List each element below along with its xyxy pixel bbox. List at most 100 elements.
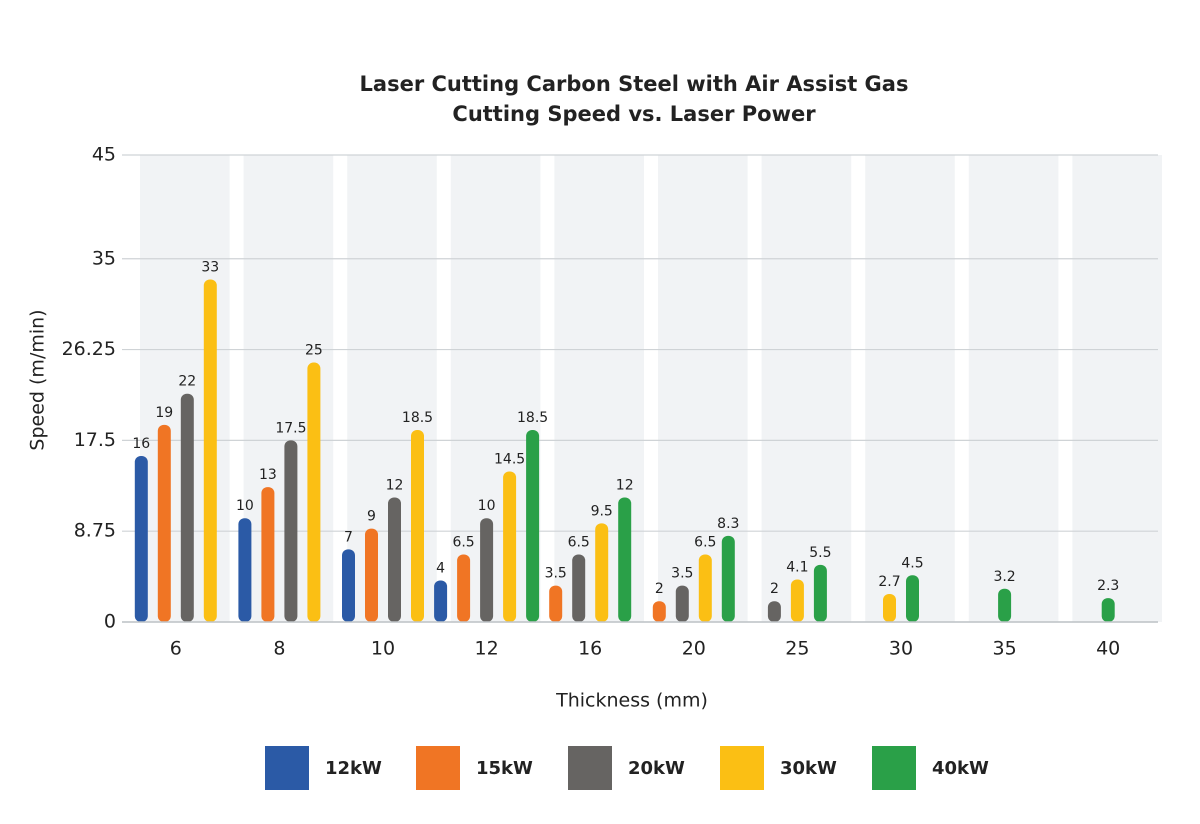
- legend-label: 30kW: [780, 758, 837, 779]
- value-label: 19: [155, 405, 173, 421]
- legend-label: 15kW: [476, 758, 533, 779]
- bar: [307, 362, 321, 622]
- bar: [203, 279, 217, 622]
- value-label: 2.7: [878, 574, 900, 590]
- x-tick-label: 40: [1096, 638, 1120, 660]
- value-label: 3.2: [993, 569, 1015, 585]
- legend-swatch: [265, 746, 309, 790]
- bar: [388, 497, 401, 622]
- value-label: 18.5: [402, 410, 433, 426]
- value-label: 22: [178, 374, 196, 390]
- x-tick-label: 10: [371, 638, 395, 660]
- bar: [261, 487, 275, 622]
- x-tick-label: 6: [170, 638, 182, 660]
- bar: [721, 535, 735, 622]
- y-tick-label: 26.25: [62, 338, 116, 360]
- value-label: 8.3: [717, 516, 739, 532]
- y-tick-label: 35: [92, 247, 116, 269]
- value-label: 25: [305, 343, 323, 359]
- bar: [790, 579, 804, 622]
- value-label: 7: [344, 529, 353, 545]
- value-label: 12: [386, 477, 404, 493]
- category-band: [865, 155, 955, 622]
- y-tick-label: 17.5: [74, 429, 116, 451]
- bar: [238, 518, 252, 622]
- legend-label: 20kW: [628, 758, 685, 779]
- value-label: 5.5: [809, 545, 831, 561]
- value-label: 3.5: [545, 566, 567, 582]
- x-tick-label: 16: [578, 638, 602, 660]
- category-band: [450, 155, 541, 622]
- bar: [595, 523, 609, 622]
- bar: [365, 528, 378, 622]
- value-label: 12: [616, 477, 634, 493]
- value-label: 14.5: [494, 452, 525, 468]
- y-tick-label: 0: [104, 611, 116, 633]
- value-label: 16: [132, 436, 150, 452]
- value-label: 18.5: [517, 410, 548, 426]
- legend-label: 40kW: [932, 758, 989, 779]
- value-label: 10: [236, 498, 254, 514]
- bar: [572, 554, 586, 622]
- category-band: [1072, 155, 1162, 622]
- x-tick-label: 35: [993, 638, 1017, 660]
- value-label: 2.3: [1097, 578, 1119, 594]
- value-label: 33: [201, 260, 219, 276]
- bar: [134, 455, 148, 622]
- x-tick-label: 30: [889, 638, 913, 660]
- value-label: 9: [367, 509, 376, 525]
- legend-swatch: [872, 746, 916, 790]
- bar: [480, 518, 494, 622]
- bar: [434, 580, 448, 622]
- category-band: [761, 155, 852, 622]
- bar: [1101, 598, 1115, 622]
- legend-swatch: [720, 746, 764, 790]
- bar: [549, 585, 563, 622]
- bar: [652, 601, 666, 622]
- chart-title: Laser Cutting Carbon Steel with Air Assi…: [360, 72, 909, 96]
- x-tick-label: 12: [475, 638, 499, 660]
- x-axis-label: Thickness (mm): [555, 690, 708, 712]
- x-tick-label: 20: [682, 638, 706, 660]
- bar: [906, 575, 919, 622]
- value-label: 9.5: [591, 503, 613, 519]
- value-label: 6.5: [568, 535, 590, 551]
- bar: [411, 430, 424, 622]
- y-tick-label: 8.75: [74, 520, 116, 542]
- bar: [767, 601, 781, 622]
- bar: [342, 549, 355, 622]
- value-label: 4: [436, 560, 445, 576]
- bar: [813, 564, 827, 622]
- value-label: 4.1: [786, 559, 808, 575]
- bar: [157, 424, 171, 622]
- bar: [284, 440, 298, 622]
- legend-swatch: [416, 746, 460, 790]
- bar: [698, 554, 712, 622]
- value-label: 10: [478, 498, 496, 514]
- y-axis-label: Speed (m/min): [27, 309, 49, 450]
- value-label: 13: [259, 467, 277, 483]
- value-label: 4.5: [901, 555, 923, 571]
- x-tick-label: 8: [273, 638, 285, 660]
- bar: [883, 593, 896, 622]
- value-label: 3.5: [671, 566, 693, 582]
- value-label: 2: [770, 581, 779, 597]
- category-band: [968, 155, 1059, 622]
- bar: [998, 588, 1012, 622]
- bar: [618, 497, 632, 622]
- legend-label: 12kW: [325, 758, 382, 779]
- bar: [675, 585, 689, 622]
- value-label: 6.5: [452, 535, 474, 551]
- y-tick-label: 45: [92, 144, 116, 166]
- bar: [457, 554, 471, 622]
- bar: [526, 430, 540, 622]
- value-label: 6.5: [694, 535, 716, 551]
- bar: [180, 393, 194, 622]
- chart-subtitle: Cutting Speed vs. Laser Power: [452, 102, 816, 126]
- legend-swatch: [568, 746, 612, 790]
- value-label: 17.5: [275, 420, 306, 436]
- bar: [503, 471, 517, 622]
- x-tick-label: 25: [785, 638, 809, 660]
- value-label: 2: [655, 581, 664, 597]
